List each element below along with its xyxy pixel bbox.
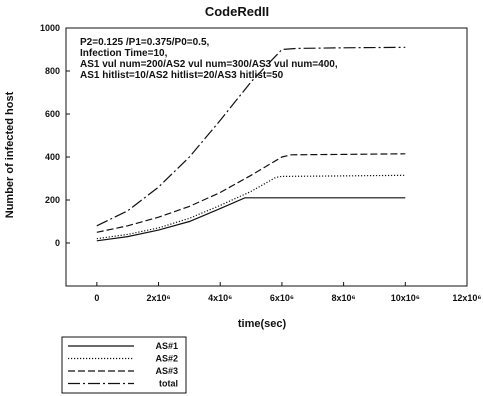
annotation-block: P2=0.125 /P1=0.375/P0=0.5,Infection Time… (80, 37, 338, 81)
series-lines (96, 46, 406, 242)
x-axis: 0 2x10⁶ 4x10⁶ 6x10⁶ 8x10⁶ 10x10⁶ 12x10⁶ (94, 282, 482, 303)
x-tick-label: 12x10⁶ (452, 293, 481, 303)
x-tick-label: 4x10⁶ (208, 293, 232, 303)
x-tick-label: 10x10⁶ (391, 293, 420, 303)
x-tick-label: 6x10⁶ (270, 293, 294, 303)
legend-label: AS#2 (155, 354, 178, 364)
annotation-line: P2=0.125 /P1=0.375/P0=0.5, (80, 37, 209, 48)
y-tick-label: 200 (45, 195, 60, 205)
y-tick-label: 0 (55, 238, 60, 248)
y-tick-label: 600 (45, 109, 60, 119)
y-tick-label: 1000 (40, 23, 60, 33)
x-tick-label: 8x10⁶ (332, 293, 356, 303)
x-tick-label: 2x10⁶ (146, 293, 170, 303)
annotation-line: Infection Time=10, (80, 48, 168, 59)
legend-label: AS#3 (155, 366, 178, 376)
y-axis: 0 200 400 600 800 1000 (40, 23, 70, 248)
y-tick-label: 400 (45, 152, 60, 162)
legend-label: total (159, 379, 178, 389)
legend-items: AS#1 AS#2 AS#3 total (68, 341, 178, 389)
x-axis-label: time(sec) (238, 318, 287, 330)
series-line-as2 (96, 174, 406, 240)
y-tick-label: 800 (45, 66, 60, 76)
y-axis-label: Number of infected host (4, 91, 16, 218)
series-line-total (96, 46, 406, 227)
annotation-line: AS1 hitlist=10/AS2 hitlist=20/AS3 hitlis… (80, 70, 284, 81)
series-line-as3 (96, 153, 406, 233)
legend-label: AS#1 (155, 341, 178, 351)
annotation-line: AS1 vul num=200/AS2 vul num=300/AS3 vul … (80, 59, 338, 70)
chart-title: CodeRedII (205, 4, 269, 19)
series-line-as1 (96, 197, 406, 242)
x-tick-label: 0 (94, 293, 99, 303)
